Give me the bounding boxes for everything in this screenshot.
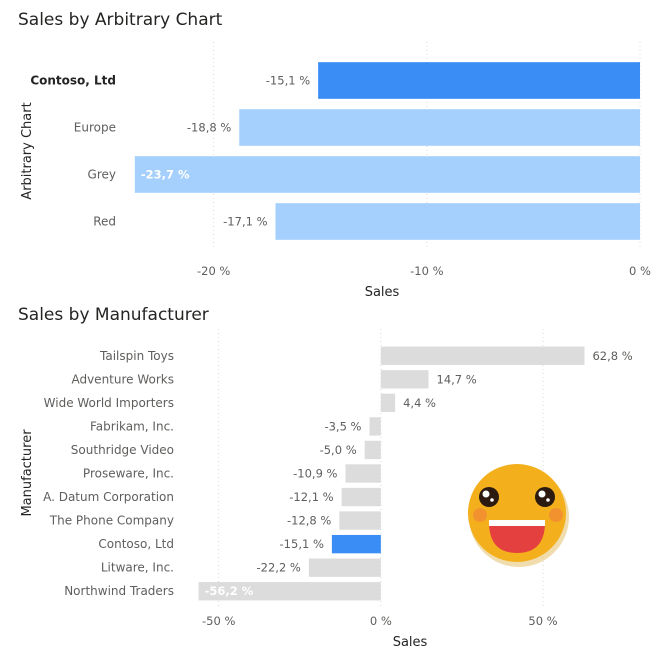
bar[interactable] xyxy=(331,534,381,554)
emoji-eye-shine xyxy=(482,490,490,498)
x-tick-label: 50 % xyxy=(528,614,557,628)
category-label: Grey xyxy=(88,168,116,182)
data-label: -5,0 % xyxy=(320,443,357,457)
x-tick-label: 0 % xyxy=(629,264,651,278)
emoji-mouth xyxy=(489,522,545,553)
bar[interactable] xyxy=(134,156,640,193)
data-label: -12,8 % xyxy=(287,514,331,528)
chart1-y-axis-title: Arbitrary Chart xyxy=(20,102,35,199)
category-label: The Phone Company xyxy=(49,514,174,528)
data-label: -10,9 % xyxy=(293,467,337,481)
x-tick-label: -20 % xyxy=(197,264,230,278)
chart1-x-axis-title: Sales xyxy=(365,285,400,300)
data-label: -15,1 % xyxy=(280,537,324,551)
chart1-title: Sales by Arbitrary Chart xyxy=(18,10,223,30)
bar[interactable] xyxy=(339,511,381,530)
category-label: Southridge Video xyxy=(71,443,174,457)
data-label: -17,1 % xyxy=(223,215,267,229)
data-label: -18,8 % xyxy=(187,121,231,135)
bar[interactable] xyxy=(369,417,381,436)
chart2-title: Sales by Manufacturer xyxy=(18,305,209,325)
bar[interactable] xyxy=(380,393,396,413)
bar[interactable] xyxy=(345,464,381,483)
category-label: A. Datum Corporation xyxy=(43,490,174,504)
emoji-cheek xyxy=(473,508,487,522)
data-label: -22,2 % xyxy=(257,561,301,575)
bar[interactable] xyxy=(239,109,640,146)
data-label: -15,1 % xyxy=(266,74,310,88)
data-label: -56,2 % xyxy=(205,584,254,598)
category-label: Wide World Importers xyxy=(44,396,174,410)
data-label: -12,1 % xyxy=(289,490,333,504)
emoji-eye xyxy=(479,487,499,507)
category-label: Northwind Traders xyxy=(64,584,174,598)
category-label: Proseware, Inc. xyxy=(83,467,174,481)
emoji-eye xyxy=(535,487,555,507)
category-label: Adventure Works xyxy=(71,372,174,386)
bar[interactable] xyxy=(364,440,381,460)
emoji-eye-shine xyxy=(546,498,550,502)
chart-sales-by-arbitrary-chart[interactable]: Sales by Arbitrary Chart Contoso, Ltd Eur… xyxy=(18,10,651,300)
category-label: Fabrikam, Inc. xyxy=(90,419,174,433)
chart-sales-by-manufacturer[interactable]: Sales by Manufacturer Tailspin Toys Adven… xyxy=(18,305,633,650)
chart2-x-axis-title: Sales xyxy=(393,635,428,650)
category-label: Contoso, Ltd xyxy=(30,74,116,88)
bar[interactable] xyxy=(318,62,640,99)
data-label: -23,7 % xyxy=(141,168,190,182)
grinning-face-emoji-icon xyxy=(468,464,569,567)
x-tick-label: 0 % xyxy=(370,614,392,628)
emoji-teeth xyxy=(489,520,545,526)
bar[interactable] xyxy=(380,370,429,389)
emoji-eye-shine xyxy=(490,498,494,502)
emoji-cheek xyxy=(549,508,563,522)
x-tick-label: -50 % xyxy=(202,614,235,628)
data-label: -3,5 % xyxy=(324,419,361,433)
chart2-y-axis-title: Manufacturer xyxy=(20,429,35,517)
bar[interactable] xyxy=(380,346,585,365)
category-label: Litware, Inc. xyxy=(101,561,174,575)
category-label: Europe xyxy=(74,121,116,135)
category-label: Tailspin Toys xyxy=(99,349,174,363)
data-label: 4,4 % xyxy=(403,396,436,410)
bar[interactable] xyxy=(341,487,381,507)
x-tick-label: -10 % xyxy=(410,264,443,278)
category-label: Red xyxy=(93,215,116,229)
data-label: 14,7 % xyxy=(437,372,477,386)
category-label: Contoso, Ltd xyxy=(98,537,174,551)
bar[interactable] xyxy=(198,582,381,601)
data-label: 62,8 % xyxy=(592,349,632,363)
bar[interactable] xyxy=(308,558,381,577)
emoji-eye-shine xyxy=(538,490,546,498)
bar[interactable] xyxy=(275,203,641,240)
